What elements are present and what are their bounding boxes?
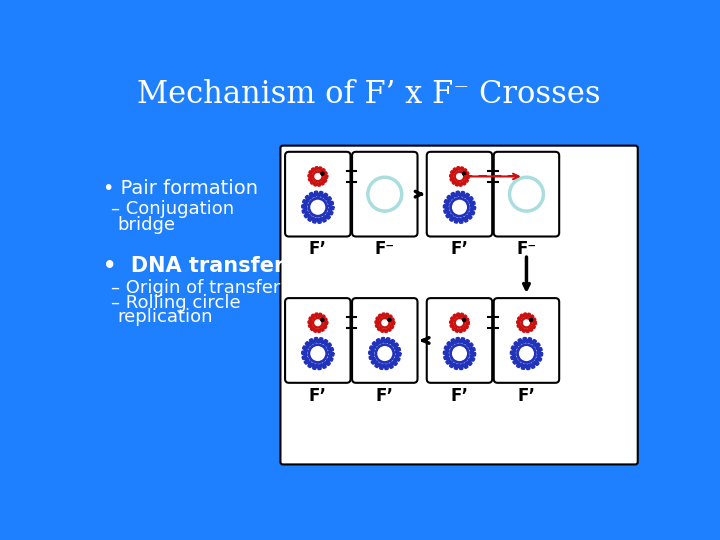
Text: replication: replication <box>117 308 212 326</box>
Circle shape <box>454 172 464 181</box>
Circle shape <box>518 345 536 362</box>
Text: • Pair formation: • Pair formation <box>104 179 258 198</box>
FancyBboxPatch shape <box>352 152 418 237</box>
Text: F’: F’ <box>518 387 536 404</box>
FancyBboxPatch shape <box>494 298 559 383</box>
Text: F’: F’ <box>309 240 327 258</box>
FancyBboxPatch shape <box>281 146 638 464</box>
Text: – Rolling circle: – Rolling circle <box>111 294 240 312</box>
Text: – Conjugation: – Conjugation <box>111 200 234 218</box>
FancyBboxPatch shape <box>285 298 351 383</box>
Text: F’: F’ <box>376 387 394 404</box>
Circle shape <box>454 318 464 328</box>
FancyBboxPatch shape <box>427 298 492 383</box>
Circle shape <box>510 177 544 211</box>
Circle shape <box>309 345 327 362</box>
Text: F⁻: F⁻ <box>374 240 395 258</box>
FancyBboxPatch shape <box>494 152 559 237</box>
FancyBboxPatch shape <box>285 152 351 237</box>
Text: F’: F’ <box>309 387 327 404</box>
Circle shape <box>321 172 324 175</box>
Text: F’: F’ <box>451 240 469 258</box>
Text: Mechanism of F’ x F⁻ Crosses: Mechanism of F’ x F⁻ Crosses <box>138 78 600 110</box>
Circle shape <box>380 318 390 328</box>
Text: F⁻: F⁻ <box>516 240 536 258</box>
Text: – Origin of transfer: – Origin of transfer <box>111 279 280 297</box>
Circle shape <box>462 172 466 175</box>
Circle shape <box>376 345 394 362</box>
FancyBboxPatch shape <box>427 152 492 237</box>
Circle shape <box>321 319 324 321</box>
Circle shape <box>313 172 323 181</box>
Circle shape <box>368 177 402 211</box>
Text: bridge: bridge <box>117 215 175 234</box>
Circle shape <box>451 198 469 216</box>
Circle shape <box>388 319 391 321</box>
Text: •  DNA transfer: • DNA transfer <box>104 256 284 276</box>
Circle shape <box>451 345 469 362</box>
Circle shape <box>313 318 323 328</box>
Text: F’: F’ <box>451 387 469 404</box>
Circle shape <box>462 319 466 321</box>
Circle shape <box>522 318 531 328</box>
FancyBboxPatch shape <box>352 298 418 383</box>
Circle shape <box>529 319 533 321</box>
Circle shape <box>309 198 327 216</box>
